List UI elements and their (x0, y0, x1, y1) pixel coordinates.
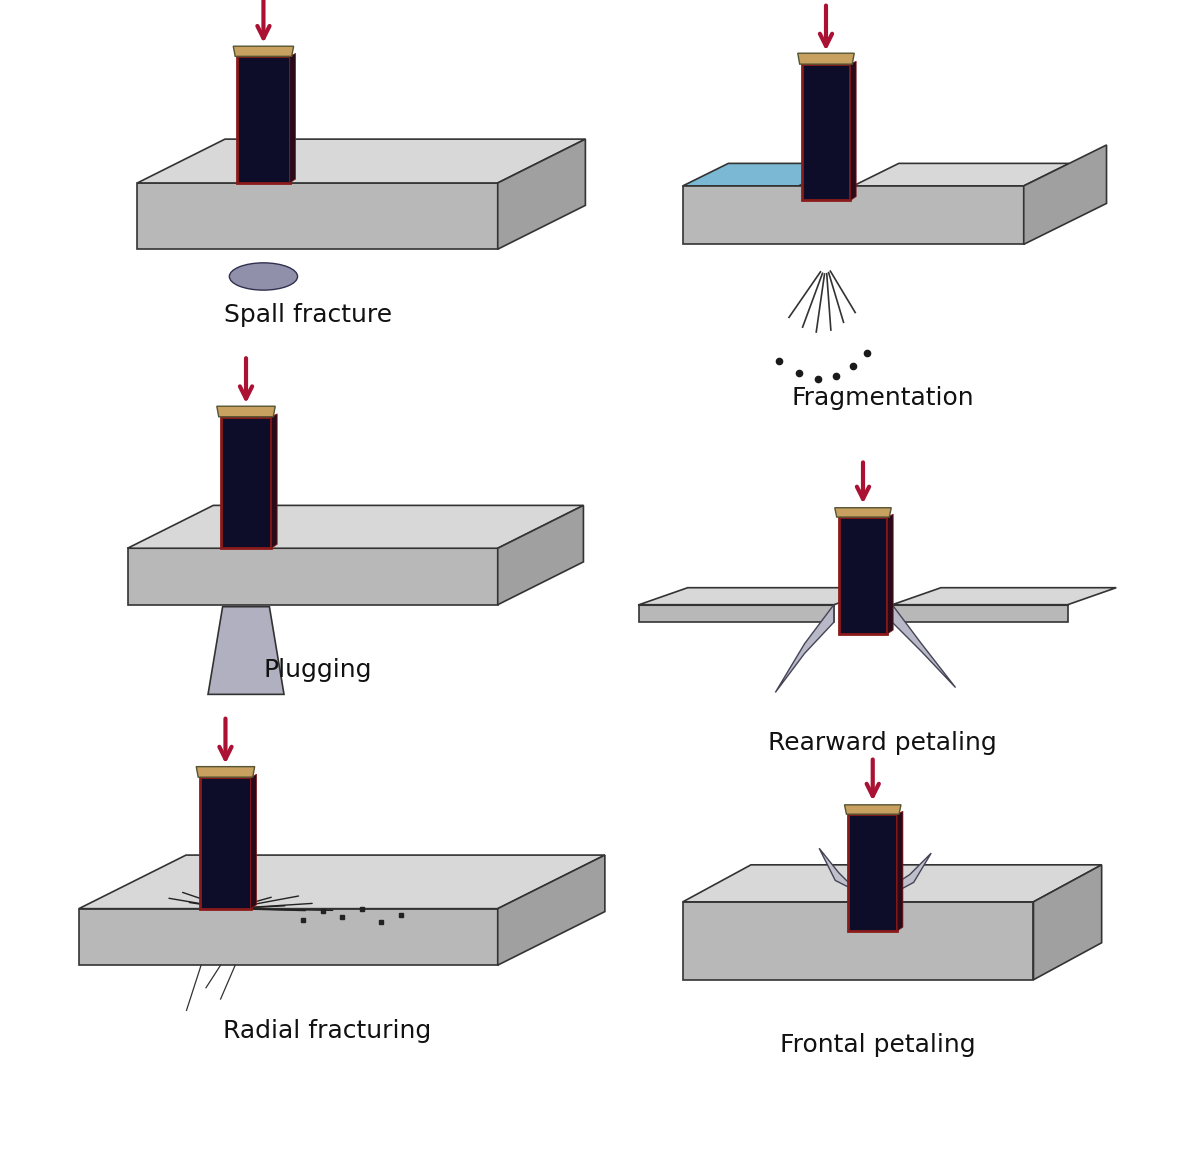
Text: Radial fracturing: Radial fracturing (223, 1019, 431, 1043)
Polygon shape (638, 588, 882, 605)
Polygon shape (498, 139, 586, 249)
Polygon shape (683, 185, 1024, 245)
Polygon shape (200, 778, 251, 909)
Polygon shape (851, 61, 856, 201)
Text: Fragmentation: Fragmentation (791, 386, 973, 409)
Polygon shape (820, 848, 877, 902)
Polygon shape (289, 53, 295, 183)
Ellipse shape (229, 263, 298, 290)
Polygon shape (893, 605, 955, 687)
Polygon shape (221, 417, 271, 548)
Polygon shape (238, 57, 289, 183)
Polygon shape (853, 163, 1069, 185)
Polygon shape (251, 774, 257, 909)
Polygon shape (137, 139, 586, 183)
Polygon shape (893, 588, 1116, 605)
Polygon shape (271, 414, 277, 548)
Polygon shape (197, 766, 254, 778)
Text: Frontal petaling: Frontal petaling (780, 1034, 976, 1057)
Polygon shape (498, 505, 583, 605)
Polygon shape (853, 844, 877, 902)
Polygon shape (498, 855, 605, 965)
Polygon shape (683, 902, 1033, 979)
Polygon shape (868, 845, 898, 902)
Polygon shape (848, 814, 898, 931)
Polygon shape (868, 853, 931, 902)
Polygon shape (79, 909, 498, 965)
Text: Spall fracture: Spall fracture (223, 302, 392, 327)
Polygon shape (208, 606, 284, 694)
Polygon shape (898, 811, 902, 931)
Polygon shape (638, 605, 834, 622)
Polygon shape (137, 183, 498, 249)
Polygon shape (845, 804, 901, 814)
Text: Rearward petaling: Rearward petaling (768, 731, 997, 756)
Polygon shape (1024, 145, 1106, 245)
Polygon shape (683, 163, 845, 185)
Polygon shape (1033, 865, 1102, 979)
Polygon shape (775, 605, 834, 692)
Polygon shape (127, 548, 498, 605)
Polygon shape (798, 53, 854, 64)
Polygon shape (217, 406, 275, 417)
Polygon shape (127, 505, 583, 548)
Polygon shape (233, 46, 294, 57)
Polygon shape (887, 515, 893, 634)
Polygon shape (79, 855, 605, 909)
Polygon shape (893, 605, 1068, 622)
Polygon shape (839, 517, 887, 634)
Text: Plugging: Plugging (263, 658, 372, 683)
Polygon shape (835, 508, 892, 517)
Polygon shape (802, 64, 851, 201)
Polygon shape (683, 865, 1102, 902)
